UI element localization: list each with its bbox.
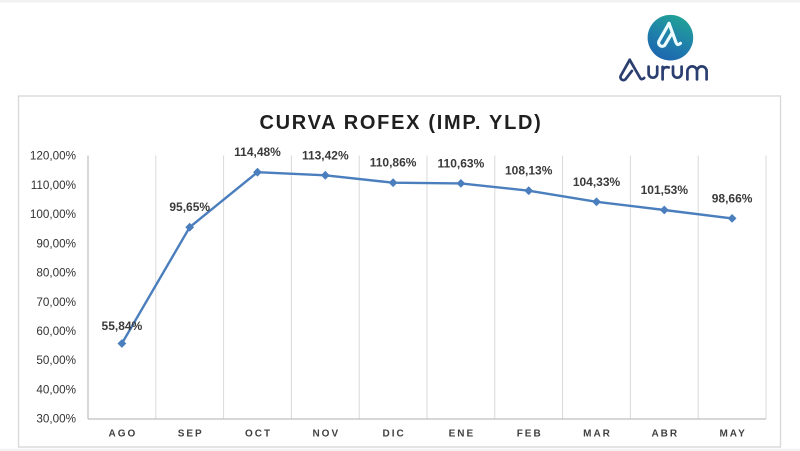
svg-text:DIC: DIC <box>382 429 405 440</box>
svg-text:113,42%: 113,42% <box>302 148 349 162</box>
svg-text:120,00%: 120,00% <box>30 150 76 163</box>
svg-text:101,53%: 101,53% <box>641 183 689 197</box>
svg-text:90,00%: 90,00% <box>36 237 76 250</box>
svg-text:CURVA ROFEX (IMP. YLD): CURVA ROFEX (IMP. YLD) <box>260 112 543 134</box>
svg-text:95,65%: 95,65% <box>169 200 210 214</box>
svg-text:MAY: MAY <box>719 429 746 440</box>
svg-text:100,00%: 100,00% <box>30 208 76 221</box>
svg-text:NOV: NOV <box>312 429 340 440</box>
svg-text:108,13%: 108,13% <box>505 164 553 178</box>
svg-text:110,63%: 110,63% <box>438 156 485 170</box>
svg-text:55,84%: 55,84% <box>102 319 143 333</box>
svg-text:AGO: AGO <box>109 429 138 440</box>
svg-text:110,86%: 110,86% <box>370 156 417 170</box>
svg-text:MAR: MAR <box>583 429 612 440</box>
svg-text:FEB: FEB <box>517 429 543 440</box>
svg-text:40,00%: 40,00% <box>36 383 76 396</box>
svg-text:104,33%: 104,33% <box>573 175 621 189</box>
svg-text:OCT: OCT <box>245 429 272 440</box>
svg-text:ENE: ENE <box>449 429 476 440</box>
svg-text:80,00%: 80,00% <box>36 267 76 280</box>
svg-text:30,00%: 30,00% <box>36 413 76 426</box>
svg-text:70,00%: 70,00% <box>36 296 76 309</box>
svg-text:114,48%: 114,48% <box>234 145 281 159</box>
svg-text:110,00%: 110,00% <box>31 179 76 192</box>
svg-text:SEP: SEP <box>178 429 204 440</box>
svg-text:98,66%: 98,66% <box>712 191 753 205</box>
svg-text:ABR: ABR <box>651 429 679 440</box>
svg-text:50,00%: 50,00% <box>36 354 76 367</box>
svg-text:60,00%: 60,00% <box>36 325 76 338</box>
